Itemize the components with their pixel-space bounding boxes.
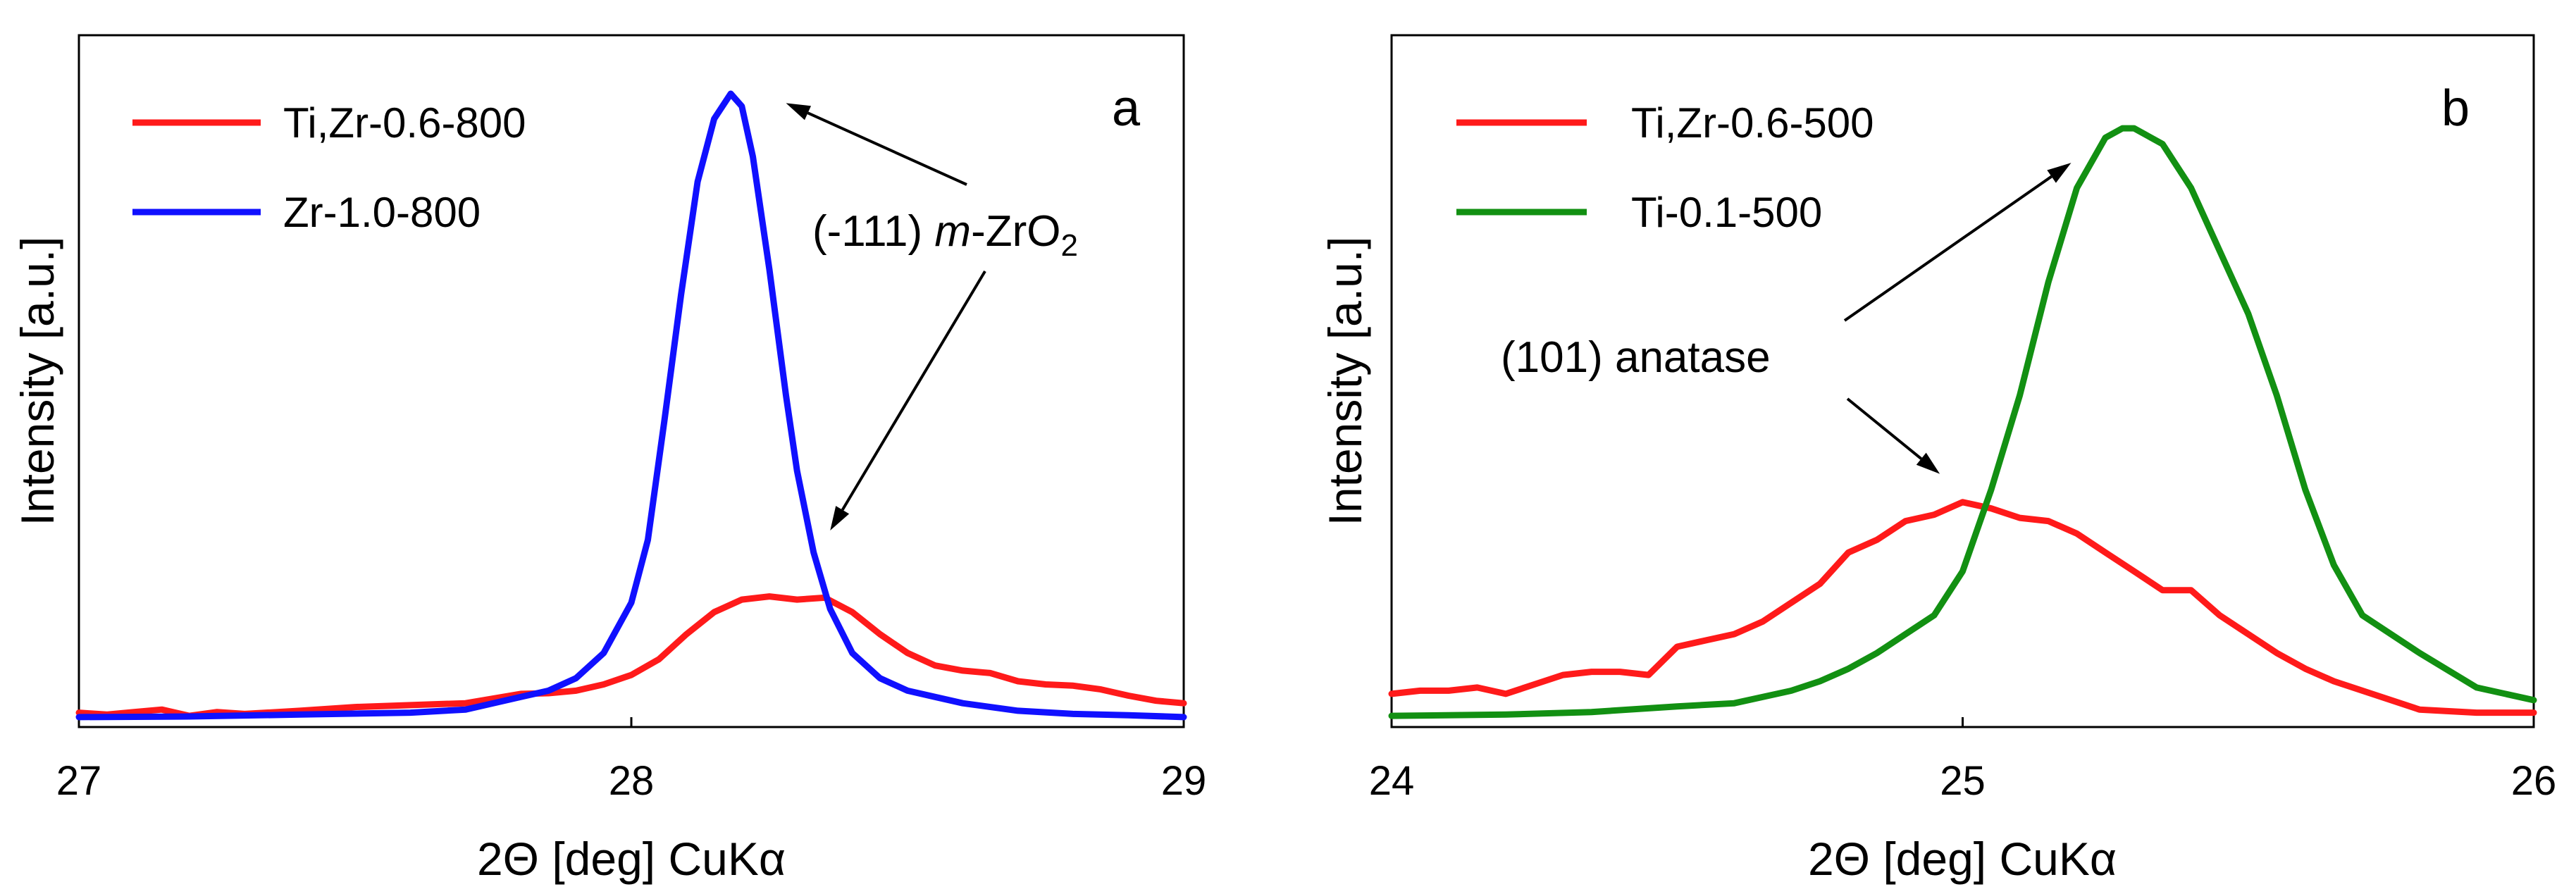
chart-panel-a: 27 28 29 Ti,Zr-0.6-800 Zr-1.0-800 a (-111)… xyxy=(11,34,1207,885)
x-tick-label-1: 28 xyxy=(609,758,655,804)
annotation-arrow-0 xyxy=(786,103,967,186)
annotation-b: (101) anatase xyxy=(1501,163,2072,474)
x-axis-label-a: 2Θ [deg] CuKα xyxy=(477,833,786,885)
legend-a: Ti,Zr-0.6-800 Zr-1.0-800 xyxy=(132,99,526,236)
series-line-0 xyxy=(75,593,1187,719)
x-axis-label-b: 2Θ [deg] CuKα xyxy=(1808,833,2117,885)
series-line-1 xyxy=(1388,125,2537,719)
chart-panel-b: 24 25 26 Ti,Zr-0.6-500 Ti-0.1-500 b (101) … xyxy=(1319,34,2557,885)
annotation-text-b: (101) anatase xyxy=(1501,333,1771,382)
plot-frame-a xyxy=(78,34,1185,728)
x-tick-label-0: 24 xyxy=(1369,758,1415,804)
series-lines-b xyxy=(1388,125,2537,719)
legend-b: Ti,Zr-0.6-500 Ti-0.1-500 xyxy=(1456,99,1874,236)
x-tick-label-0: 27 xyxy=(56,758,102,804)
series-line-1 xyxy=(75,90,1187,721)
annotation-arrow-0 xyxy=(1843,163,2072,322)
series-lines-a xyxy=(75,90,1187,721)
y-axis-label-a: Intensity [a.u.] xyxy=(11,237,63,526)
annotation-text-a: (-111) m-ZrO2 xyxy=(812,207,1078,263)
panel-label-b: b xyxy=(2441,80,2470,137)
legend-label-1: Zr-1.0-800 xyxy=(283,189,481,236)
x-tick-label-2: 29 xyxy=(1161,758,1207,804)
legend-label-0: Ti,Zr-0.6-800 xyxy=(283,99,526,147)
annotation-arrow-1 xyxy=(830,270,986,530)
x-tick-label-1: 25 xyxy=(1940,758,1986,804)
legend-label-0: Ti,Zr-0.6-500 xyxy=(1631,99,1874,147)
panel-label-a: a xyxy=(1112,80,1141,137)
y-axis-label-b: Intensity [a.u.] xyxy=(1319,237,1371,526)
annotation-a: (-111) m-ZrO2 xyxy=(786,103,1078,530)
x-ticks-b: 24 25 26 xyxy=(1369,717,2557,804)
series-line-0 xyxy=(1388,499,2537,716)
legend-label-1: Ti-0.1-500 xyxy=(1631,189,1822,236)
x-tick-label-2: 26 xyxy=(2511,758,2557,804)
x-ticks-a: 27 28 29 xyxy=(56,717,1207,804)
annotation-arrow-1 xyxy=(1846,397,1940,474)
